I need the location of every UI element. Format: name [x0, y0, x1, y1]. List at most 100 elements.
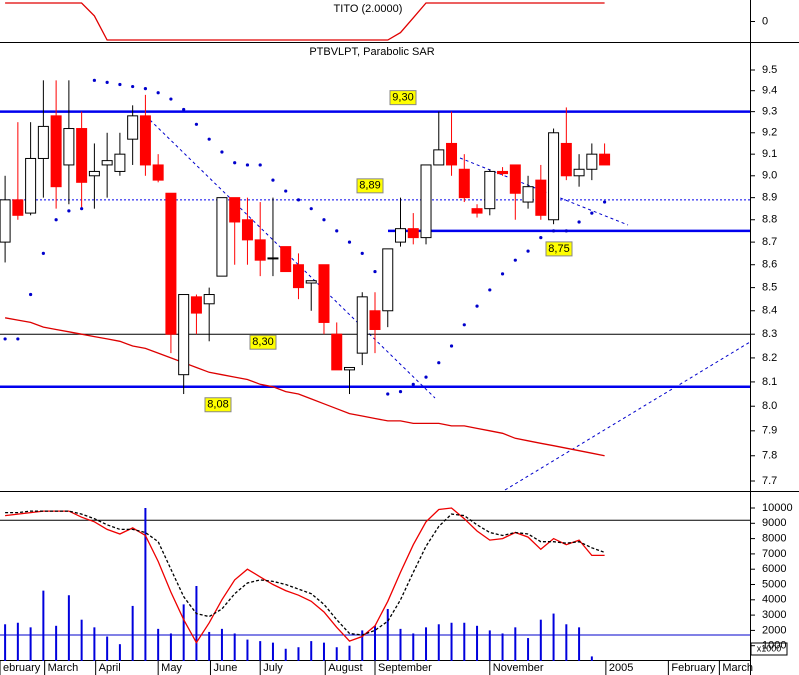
y-tick-label: 8.0	[762, 400, 777, 412]
sar-dot	[245, 163, 250, 167]
candle-body	[458, 168, 470, 199]
y-tick-label: 9.0	[762, 170, 777, 182]
candle-body	[267, 257, 279, 260]
candle-body	[420, 164, 432, 239]
level-label-box	[204, 397, 232, 413]
sar-dot	[513, 258, 517, 262]
sar-dot	[54, 218, 58, 222]
candle-body	[331, 333, 343, 371]
y-tick-label: 10000	[762, 502, 793, 514]
x-tick-label: September	[378, 662, 432, 674]
oscillator-line	[5, 507, 605, 644]
sar-dot	[16, 337, 20, 341]
sar-dot	[424, 375, 428, 379]
panel-title: TITO (2.0000)	[334, 3, 403, 15]
candle-body	[356, 296, 368, 354]
sar-dot	[335, 229, 339, 233]
candle-body	[599, 153, 611, 166]
sar-dot	[539, 236, 543, 240]
x-tick-label: April	[99, 662, 121, 674]
y-tick-label: 9.5	[762, 64, 777, 76]
y-tick-label: 8.1	[762, 376, 777, 388]
sar-dot	[309, 207, 313, 211]
sar-dot	[80, 207, 84, 211]
candle-body	[101, 160, 113, 166]
candle-body	[407, 228, 419, 239]
y-tick-label: 1000	[762, 640, 786, 652]
candle-body	[76, 128, 88, 183]
candle-body	[343, 366, 355, 371]
candle-body	[12, 199, 24, 216]
x-tick-label: ebruary	[3, 662, 41, 674]
unit-label: x1000	[757, 643, 782, 653]
candle-body	[292, 264, 304, 289]
level-label: 8,75	[548, 243, 569, 255]
sar-dot	[386, 392, 390, 396]
sar-dot	[29, 292, 33, 297]
y-tick-label: 7.7	[762, 475, 777, 487]
candle-body	[229, 197, 241, 223]
candle-body	[50, 115, 62, 188]
sar-dot	[398, 390, 403, 394]
y-tick-label: 4000	[762, 594, 786, 606]
candle-body	[586, 153, 598, 170]
sar-dot	[373, 269, 377, 274]
sar-dot	[118, 82, 122, 87]
candle-body	[203, 294, 215, 305]
sar-dot	[3, 337, 7, 341]
y-tick-label: 9.4	[762, 85, 777, 97]
candle-body	[560, 142, 572, 177]
y-tick-label: 7.8	[762, 450, 777, 462]
x-tick-label: November	[493, 662, 544, 674]
level-label-box	[389, 90, 417, 106]
sar-dot	[143, 87, 148, 91]
candle-body	[152, 164, 164, 181]
candle-body	[0, 199, 11, 243]
level-label: 8,30	[252, 336, 273, 348]
y-tick-label: 8.7	[762, 236, 777, 248]
indicator-line	[5, 2, 605, 41]
sar-dot	[194, 122, 199, 126]
candle-body	[522, 186, 534, 203]
x-tick-label: March	[722, 662, 753, 674]
sar-dot	[449, 344, 454, 348]
candle-body	[280, 246, 292, 273]
sar-dot	[233, 161, 237, 165]
panel-title: PTBVLPT, Parabolic SAR	[309, 46, 434, 58]
y-tick-label: 3000	[762, 609, 786, 621]
sar-dot	[258, 163, 262, 167]
x-tick-label: February	[671, 662, 716, 674]
sar-dot	[437, 361, 441, 365]
candle-body	[165, 192, 177, 335]
y-tick-label: 9.1	[762, 148, 777, 160]
candle-body	[369, 310, 381, 330]
y-tick-label: 8.2	[762, 352, 777, 364]
sar-dot	[182, 107, 186, 112]
y-tick-label: 7.9	[762, 425, 777, 437]
candle-body	[446, 142, 458, 166]
y-tick-label: 5000	[762, 578, 786, 590]
sar-dot	[296, 198, 301, 202]
sar-dot	[564, 229, 568, 233]
sar-dot	[360, 251, 364, 255]
candle-body	[216, 197, 228, 277]
sar-dot	[271, 178, 275, 182]
level-label-box	[249, 334, 277, 350]
y-tick-label: 8.5	[762, 282, 777, 294]
y-tick-label: 8.9	[762, 192, 777, 204]
sar-dot	[347, 240, 352, 244]
x-tick-label: 2005	[609, 662, 633, 674]
candle-body	[433, 149, 445, 166]
x-tick-label: June	[213, 662, 237, 674]
sar-dot	[67, 209, 71, 213]
sar-dot	[156, 91, 160, 95]
y-tick-label: 8.4	[762, 305, 777, 317]
candle-body	[37, 125, 49, 159]
sar-dot	[169, 97, 173, 101]
candle-body	[88, 170, 100, 177]
candle-body	[254, 239, 266, 261]
sar-dot	[526, 249, 530, 253]
sar-dot	[551, 229, 556, 233]
candle-body	[509, 164, 521, 194]
